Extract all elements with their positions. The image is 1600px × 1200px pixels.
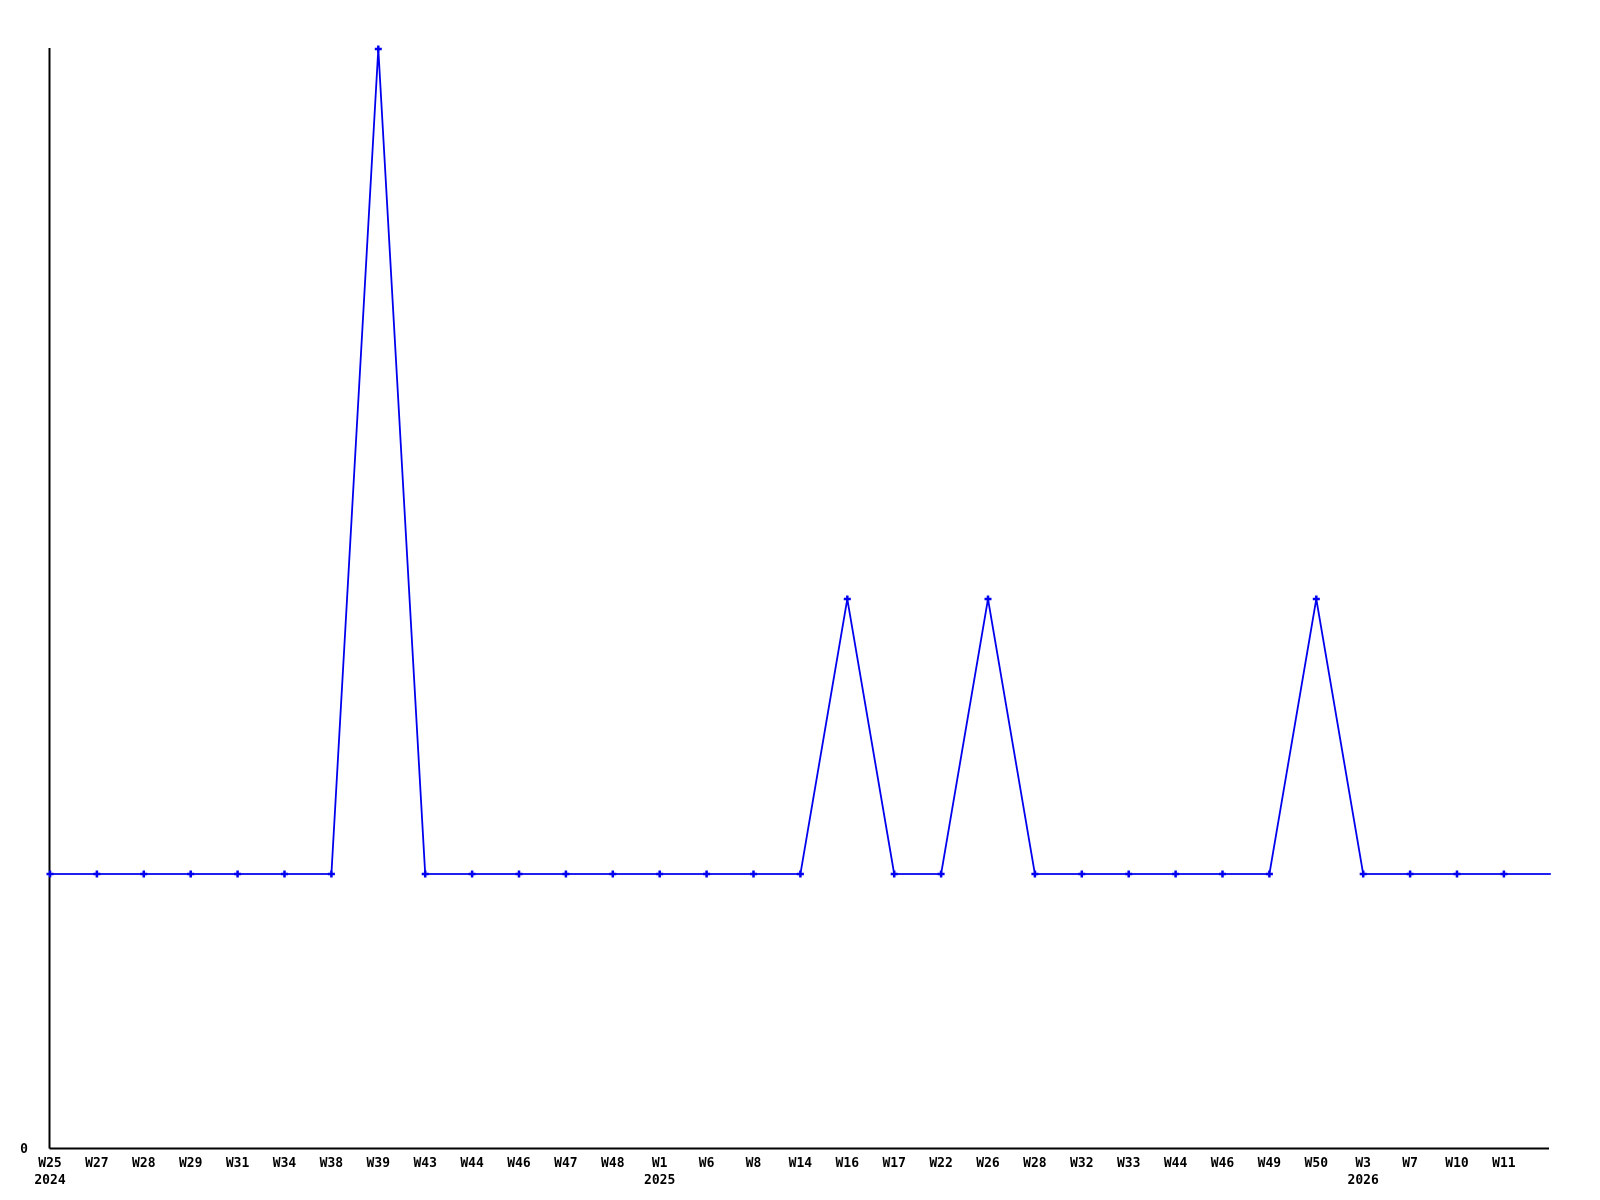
data-point-marker — [984, 595, 992, 603]
data-point-marker — [1172, 870, 1180, 878]
x-tick-label: W6 — [699, 1156, 715, 1171]
x-tick-label: W14 — [789, 1156, 813, 1171]
x-tick-label: W28 — [1023, 1156, 1047, 1171]
x-tick-label: W34 — [273, 1156, 297, 1171]
x-tick-year-label: 2026 — [1348, 1173, 1379, 1188]
x-tick-label: W50 — [1305, 1156, 1329, 1171]
data-point-marker — [46, 870, 54, 878]
data-point-marker — [609, 870, 617, 878]
x-tick-label: W49 — [1258, 1156, 1281, 1171]
x-tick-label: W47 — [554, 1156, 577, 1171]
data-point-marker — [843, 595, 851, 603]
data-point-marker — [656, 870, 664, 878]
data-point-marker — [1078, 870, 1086, 878]
data-point-marker — [1265, 870, 1273, 878]
data-point-marker — [327, 870, 335, 878]
data-point-marker — [1406, 870, 1414, 878]
data-point-marker — [93, 870, 101, 878]
y-tick-label: 0 — [20, 1142, 28, 1157]
data-point-marker — [1500, 870, 1508, 878]
x-tick-label: W39 — [367, 1156, 390, 1171]
x-tick-label: W28 — [132, 1156, 156, 1171]
data-point-marker — [281, 870, 288, 878]
data-point-marker — [937, 870, 945, 878]
data-point-marker — [796, 870, 804, 878]
data-point-marker — [187, 870, 195, 878]
x-tick-label: W32 — [1070, 1156, 1093, 1171]
data-point-marker — [703, 870, 711, 878]
x-tick-label: W27 — [85, 1156, 108, 1171]
x-tick-label: W22 — [929, 1156, 952, 1171]
data-point-marker — [1359, 870, 1367, 878]
data-point-marker — [1031, 870, 1039, 878]
x-tick-label: W46 — [507, 1156, 531, 1171]
x-tick-label: W33 — [1117, 1156, 1140, 1171]
data-point-marker — [1219, 870, 1226, 878]
x-tick-year-label: 2024 — [34, 1173, 65, 1188]
data-point-marker — [1312, 595, 1320, 603]
data-point-marker — [374, 45, 382, 53]
x-tick-label: W11 — [1492, 1156, 1516, 1171]
data-point-marker — [234, 870, 242, 878]
data-point-marker — [140, 870, 148, 878]
x-tick-label: W26 — [976, 1156, 1000, 1171]
x-tick-year-label: 2025 — [644, 1173, 675, 1188]
x-tick-label: W31 — [226, 1156, 250, 1171]
x-tick-label: W17 — [882, 1156, 905, 1171]
data-point-marker — [562, 870, 570, 878]
x-tick-label: W10 — [1445, 1156, 1469, 1171]
data-point-marker — [468, 870, 476, 878]
data-point-marker — [890, 870, 898, 878]
x-tick-label: W44 — [460, 1156, 484, 1171]
x-tick-label: W44 — [1164, 1156, 1188, 1171]
x-tick-label: W38 — [320, 1156, 344, 1171]
x-tick-label: W7 — [1402, 1156, 1418, 1171]
data-point-marker — [750, 870, 757, 878]
x-tick-label: W16 — [836, 1156, 860, 1171]
x-tick-label: W8 — [746, 1156, 762, 1171]
x-tick-label: W25 — [38, 1156, 61, 1171]
x-tick-label: W1 — [652, 1156, 668, 1171]
x-tick-label: W46 — [1211, 1156, 1235, 1171]
x-tick-label: W48 — [601, 1156, 625, 1171]
chart-line — [50, 48, 1551, 875]
data-point-marker — [421, 870, 429, 878]
data-point-marker — [515, 870, 523, 878]
data-point-marker — [1125, 870, 1133, 878]
x-tick-label: W3 — [1355, 1156, 1371, 1171]
data-point-marker — [1453, 870, 1461, 878]
x-tick-label: W43 — [413, 1156, 436, 1171]
x-tick-label: W29 — [179, 1156, 202, 1171]
